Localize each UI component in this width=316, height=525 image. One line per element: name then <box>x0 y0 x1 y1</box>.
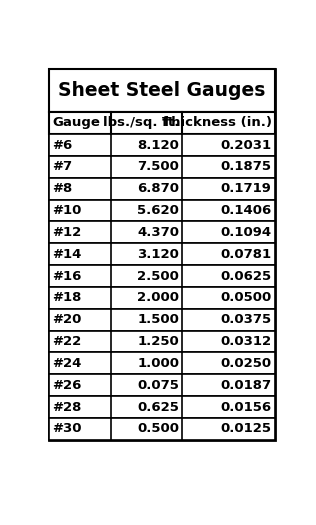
Text: 7.500: 7.500 <box>137 161 179 173</box>
Text: #26: #26 <box>52 379 82 392</box>
Text: Gauge: Gauge <box>52 117 100 129</box>
Text: 2.500: 2.500 <box>137 269 179 282</box>
Text: 1.000: 1.000 <box>137 357 179 370</box>
Text: 8.120: 8.120 <box>137 139 179 152</box>
Text: 1.500: 1.500 <box>137 313 179 326</box>
Text: 0.500: 0.500 <box>137 422 179 435</box>
Text: 0.1875: 0.1875 <box>221 161 272 173</box>
Bar <box>49 309 275 331</box>
Bar <box>49 222 275 243</box>
Text: 0.0312: 0.0312 <box>221 335 272 348</box>
Text: #12: #12 <box>52 226 82 239</box>
Text: #7: #7 <box>52 161 72 173</box>
Text: #20: #20 <box>52 313 82 326</box>
Text: 0.0781: 0.0781 <box>221 248 272 261</box>
Text: 0.2031: 0.2031 <box>221 139 272 152</box>
Bar <box>49 331 275 352</box>
Text: 1.250: 1.250 <box>137 335 179 348</box>
Text: 2.000: 2.000 <box>137 291 179 304</box>
Text: 4.370: 4.370 <box>137 226 179 239</box>
Bar <box>49 178 275 200</box>
Text: #30: #30 <box>52 422 82 435</box>
Text: #28: #28 <box>52 401 82 414</box>
Text: #22: #22 <box>52 335 82 348</box>
Text: Sheet Steel Gauges: Sheet Steel Gauges <box>58 81 266 100</box>
Text: 6.870: 6.870 <box>137 182 179 195</box>
Text: #6: #6 <box>52 139 72 152</box>
Text: 0.0187: 0.0187 <box>221 379 272 392</box>
Text: #24: #24 <box>52 357 82 370</box>
Bar <box>49 111 275 134</box>
Text: 0.0375: 0.0375 <box>221 313 272 326</box>
Text: 0.625: 0.625 <box>137 401 179 414</box>
Bar <box>49 200 275 222</box>
Bar <box>49 243 275 265</box>
Bar <box>49 156 275 178</box>
Bar <box>49 287 275 309</box>
Text: 0.1406: 0.1406 <box>221 204 272 217</box>
Text: 5.620: 5.620 <box>137 204 179 217</box>
Bar <box>49 352 275 374</box>
Bar <box>49 374 275 396</box>
Text: #14: #14 <box>52 248 82 261</box>
Text: #16: #16 <box>52 269 82 282</box>
Text: 0.1719: 0.1719 <box>221 182 272 195</box>
Text: 3.120: 3.120 <box>137 248 179 261</box>
Bar <box>49 418 275 440</box>
Text: 0.075: 0.075 <box>137 379 179 392</box>
Bar <box>49 69 275 111</box>
Text: 0.0250: 0.0250 <box>221 357 272 370</box>
Text: 0.0500: 0.0500 <box>221 291 272 304</box>
Text: 0.0156: 0.0156 <box>221 401 272 414</box>
Text: 0.1094: 0.1094 <box>221 226 272 239</box>
Bar <box>49 265 275 287</box>
Text: Thickness (in.): Thickness (in.) <box>162 117 272 129</box>
Text: 0.0625: 0.0625 <box>221 269 272 282</box>
Text: #8: #8 <box>52 182 72 195</box>
Text: #10: #10 <box>52 204 82 217</box>
Text: lbs./sq. ft.: lbs./sq. ft. <box>103 117 179 129</box>
Text: 0.0125: 0.0125 <box>221 422 272 435</box>
Bar <box>49 396 275 418</box>
Text: #18: #18 <box>52 291 82 304</box>
Bar <box>49 134 275 156</box>
